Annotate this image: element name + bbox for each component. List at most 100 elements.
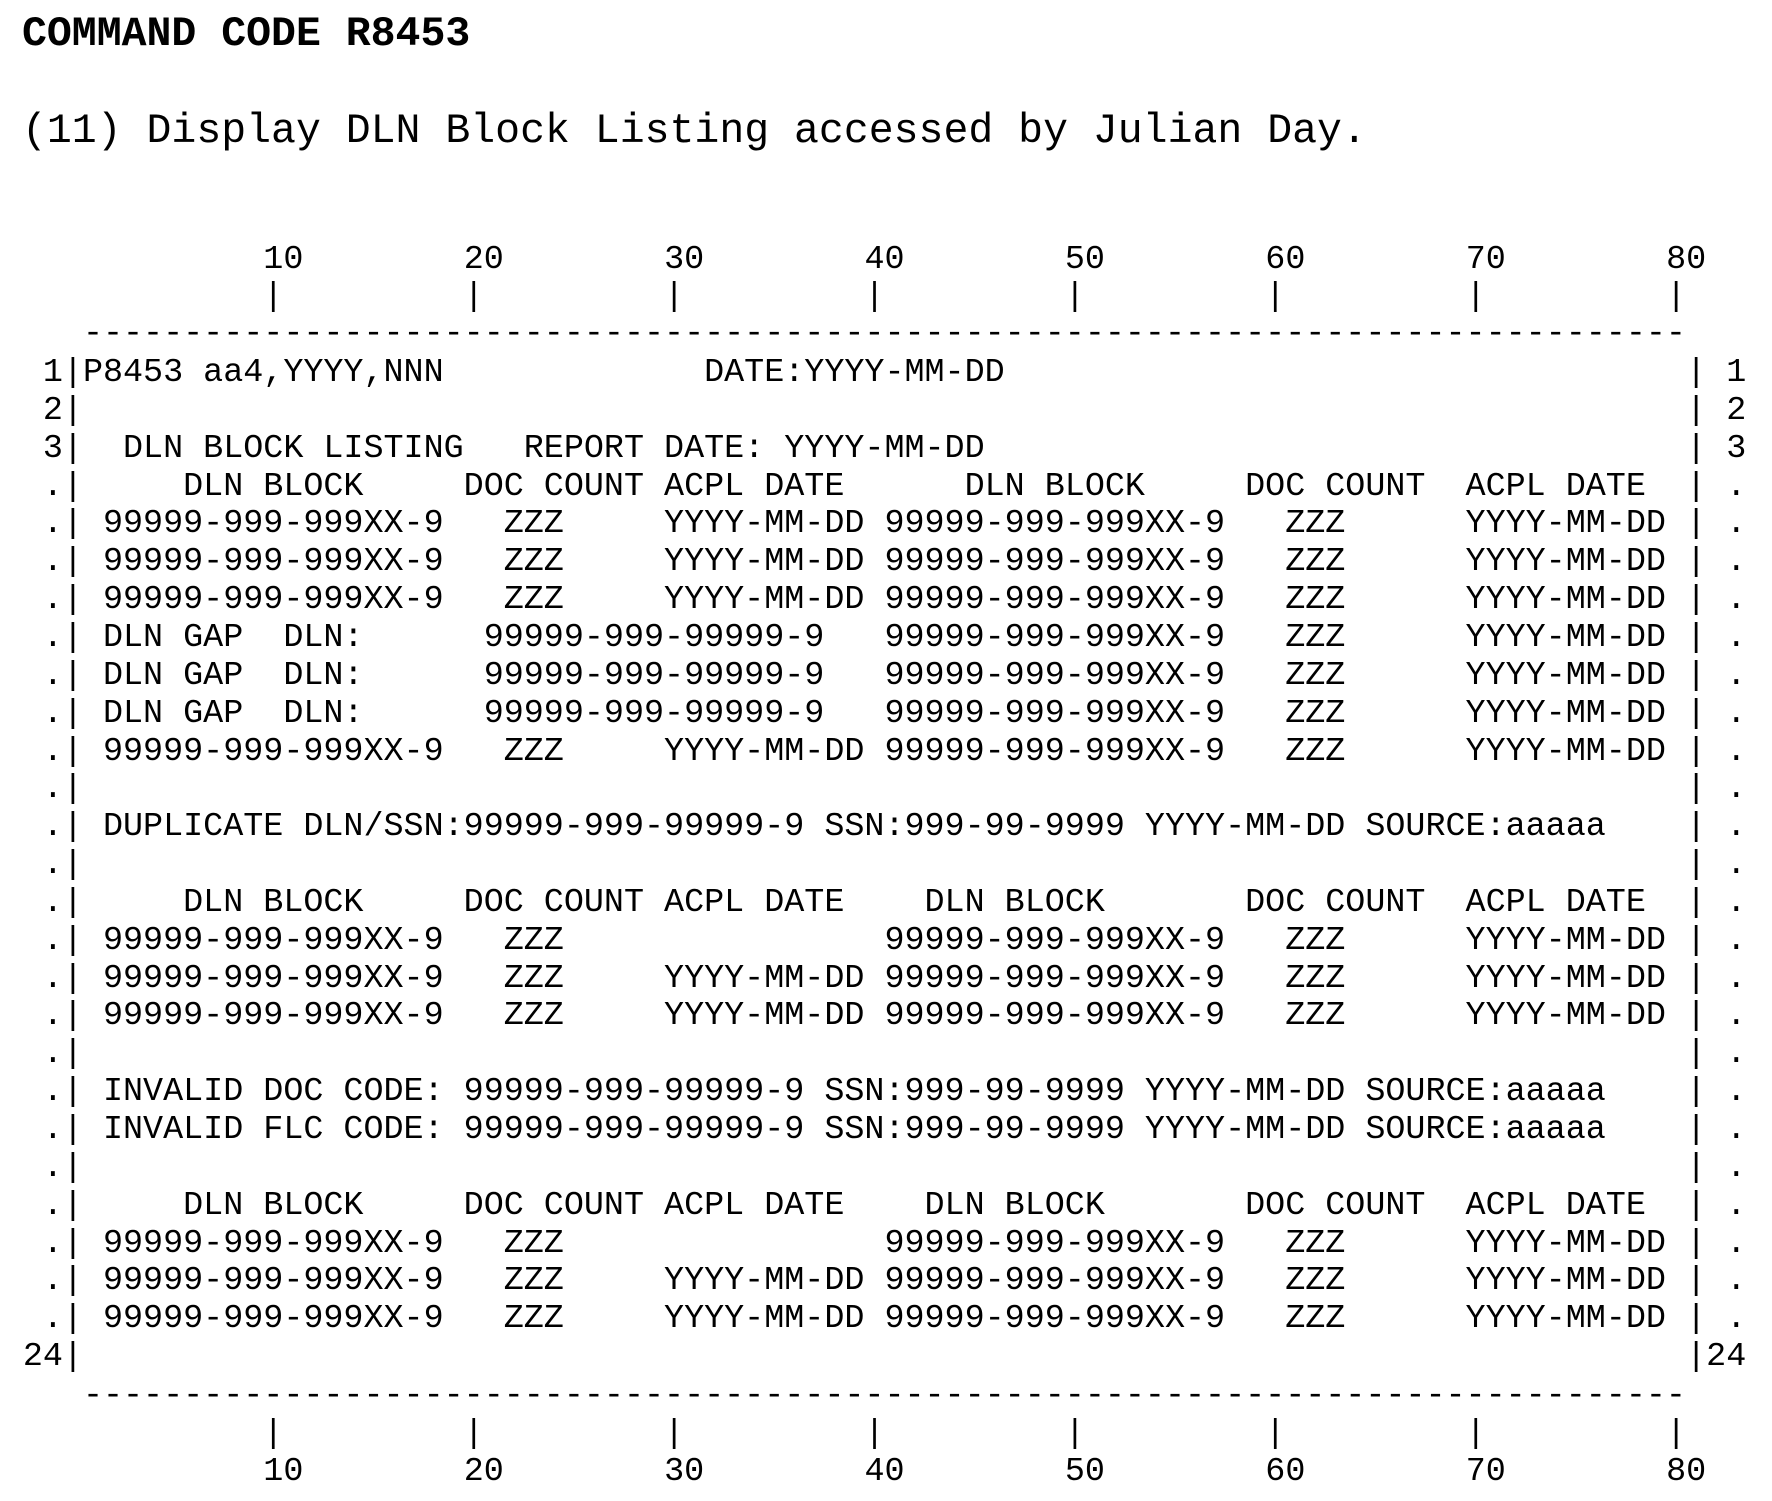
screen-right-border: | bbox=[1686, 505, 1707, 544]
screen-right-border: | bbox=[1686, 429, 1707, 468]
screen-left-border: | bbox=[62, 732, 83, 771]
ruler-bottom-label: 70 bbox=[1465, 1453, 1506, 1491]
row-number-right: . bbox=[1726, 921, 1747, 960]
screen-row: DUPLICATE DLN/SSN:99999-999-99999-9 SSN:… bbox=[82, 808, 1606, 847]
row-number-left: . bbox=[42, 694, 63, 733]
screen-right-border: | bbox=[1686, 1262, 1707, 1301]
screen-row: INVALID DOC CODE: 99999-999-99999-9 SSN:… bbox=[82, 1073, 1606, 1112]
ruler-top-tick: | bbox=[463, 278, 484, 316]
screen-right-border: | bbox=[1686, 618, 1707, 657]
screen-right-border: | bbox=[1686, 467, 1707, 506]
ruler-top-tick: | bbox=[864, 278, 885, 316]
screen-left-border: | bbox=[62, 391, 83, 430]
screen-left-border: | bbox=[62, 656, 83, 695]
row-number-right: 2 bbox=[1726, 391, 1747, 430]
screen-row: P8453 aa4,YYYY,NNN DATE:YYYY-MM-DD bbox=[82, 354, 1005, 392]
row-number-left: . bbox=[42, 883, 63, 922]
row-number-left: . bbox=[42, 467, 63, 506]
screen-right-border: | bbox=[1686, 997, 1707, 1036]
row-number-left: . bbox=[42, 1111, 63, 1149]
screen-right-border: | bbox=[1686, 543, 1707, 582]
ruler-top-tick: | bbox=[1265, 278, 1286, 316]
screen-right-border: | bbox=[1686, 921, 1707, 960]
row-number-right: . bbox=[1726, 656, 1747, 695]
ruler-bottom-label: 60 bbox=[1265, 1453, 1306, 1491]
screen-right-border: | bbox=[1686, 1148, 1707, 1187]
ruler-bottom-tick: | bbox=[1064, 1415, 1085, 1453]
screen-row: DLN GAP DLN: 99999-999-99999-9 99999-999… bbox=[82, 694, 1666, 733]
row-number-left: . bbox=[42, 1186, 63, 1225]
screen-row: 99999-999-999XX-9 ZZZ 99999-999-999XX-9 … bbox=[82, 1224, 1666, 1263]
screen-right-border: | bbox=[1686, 883, 1707, 922]
screen-left-border: | bbox=[62, 1035, 83, 1074]
screen-description: (11) Display DLN Block Listing accessed … bbox=[22, 108, 1367, 155]
ruler-top-label: 70 bbox=[1465, 241, 1506, 279]
ruler-bottom-tick: | bbox=[864, 1415, 885, 1453]
row-number-left: . bbox=[42, 1073, 63, 1112]
screen-row: INVALID FLC CODE: 99999-999-99999-9 SSN:… bbox=[82, 1111, 1606, 1149]
ruler-bottom-label: 40 bbox=[864, 1453, 905, 1491]
screen-left-border: | bbox=[62, 1148, 83, 1187]
row-number-left: . bbox=[42, 846, 63, 885]
ruler-top-tick: | bbox=[664, 278, 685, 316]
screen-right-border: | bbox=[1686, 391, 1707, 430]
ruler-bottom-label: 10 bbox=[263, 1453, 304, 1491]
row-number-left: . bbox=[42, 581, 63, 620]
row-number-right: . bbox=[1726, 732, 1747, 771]
screen-row: DLN BLOCK DOC COUNT ACPL DATE DLN BLOCK … bbox=[82, 467, 1646, 506]
row-number-right: . bbox=[1726, 581, 1747, 620]
row-number-left: . bbox=[42, 808, 63, 847]
row-number-left: . bbox=[42, 656, 63, 695]
row-number-right: 3 bbox=[1726, 429, 1747, 468]
command-code-heading: COMMAND CODE R8453 bbox=[22, 11, 471, 58]
row-number-left: . bbox=[42, 543, 63, 582]
screen-left-border: | bbox=[62, 1338, 83, 1377]
screen-right-border: | bbox=[1686, 1073, 1707, 1112]
ruler-bottom-label: 20 bbox=[463, 1453, 504, 1491]
screen-right-border: | bbox=[1686, 694, 1707, 733]
screen-right-border: | bbox=[1686, 1111, 1707, 1149]
screen-row: DLN BLOCK DOC COUNT ACPL DATE DLN BLOCK … bbox=[82, 883, 1646, 922]
screen-right-border: | bbox=[1686, 1338, 1707, 1377]
row-number-right: . bbox=[1726, 1148, 1747, 1187]
screen-row: 99999-999-999XX-9 ZZZ YYYY-MM-DD 99999-9… bbox=[82, 581, 1666, 620]
ruler-top-label: 10 bbox=[263, 241, 304, 279]
row-number-right: . bbox=[1726, 1262, 1747, 1301]
screen-right-border: | bbox=[1686, 1300, 1707, 1339]
ruler-top-label: 80 bbox=[1666, 241, 1707, 279]
row-number-right: . bbox=[1726, 770, 1747, 809]
screen-left-border: | bbox=[62, 429, 83, 468]
screen-row: 99999-999-999XX-9 ZZZ YYYY-MM-DD 99999-9… bbox=[82, 732, 1666, 771]
row-number-left: 2 bbox=[42, 391, 63, 430]
row-number-right: . bbox=[1726, 1224, 1747, 1263]
screen-right-border: | bbox=[1686, 581, 1707, 620]
ruler-bottom-label: 50 bbox=[1064, 1453, 1105, 1491]
row-number-left: . bbox=[42, 1262, 63, 1301]
screen-left-border: | bbox=[62, 618, 83, 657]
screen-right-border: | bbox=[1686, 808, 1707, 847]
screen-left-border: | bbox=[62, 1300, 83, 1339]
ruler-bottom-tick: | bbox=[1265, 1415, 1286, 1453]
screen-top-border: ----------------------------------------… bbox=[82, 315, 1686, 353]
ruler-bottom-label: 30 bbox=[664, 1453, 705, 1491]
row-number-right: . bbox=[1726, 959, 1747, 998]
ruler-top-label: 60 bbox=[1265, 241, 1306, 279]
ruler-top-tick: | bbox=[1064, 278, 1085, 316]
screen-left-border: | bbox=[62, 959, 83, 998]
screen-row: DLN BLOCK LISTING REPORT DATE: YYYY-MM-D… bbox=[82, 429, 985, 468]
screen-row: 99999-999-999XX-9 ZZZ YYYY-MM-DD 99999-9… bbox=[82, 1262, 1666, 1301]
ruler-bottom-tick: | bbox=[664, 1415, 685, 1453]
screen-row: 99999-999-999XX-9 ZZZ 99999-999-999XX-9 … bbox=[82, 921, 1666, 960]
row-number-left: . bbox=[42, 505, 63, 544]
row-number-left: . bbox=[42, 959, 63, 998]
ruler-top-tick: | bbox=[263, 278, 284, 316]
screen-right-border: | bbox=[1686, 656, 1707, 695]
row-number-left: . bbox=[42, 1148, 63, 1187]
screen-left-border: | bbox=[62, 883, 83, 922]
row-number-right: . bbox=[1726, 883, 1747, 922]
row-number-right: . bbox=[1726, 846, 1747, 885]
screen-left-border: | bbox=[62, 1186, 83, 1225]
row-number-left: . bbox=[42, 770, 63, 809]
screen-bottom-border: ----------------------------------------… bbox=[82, 1377, 1686, 1415]
row-number-right: . bbox=[1726, 1300, 1747, 1339]
